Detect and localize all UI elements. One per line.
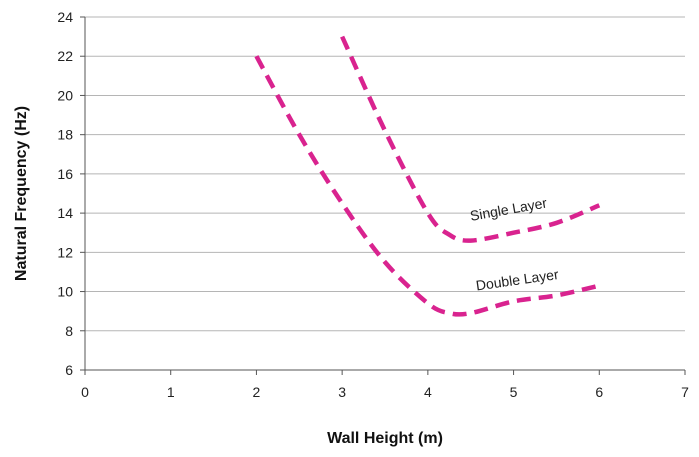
y-axis-title: Natural Frequency (Hz) [13, 106, 30, 281]
x-tick-label: 5 [510, 384, 518, 400]
x-tick-label: 4 [424, 384, 432, 400]
x-tick-label: 2 [253, 384, 261, 400]
series-annotation: Single Layer [469, 194, 549, 223]
y-tick-label: 22 [57, 48, 73, 64]
series-lines [254, 35, 601, 317]
y-tick-label: 8 [65, 323, 73, 339]
y-tick-label: 6 [65, 362, 73, 378]
annotations: Single Layer Double Layer [469, 194, 560, 293]
y-tick-label: 14 [57, 205, 73, 221]
series-line-double-layer [254, 55, 600, 317]
x-tick-label: 7 [681, 384, 689, 400]
x-tick-label: 6 [595, 384, 603, 400]
x-tick-label: 1 [167, 384, 175, 400]
y-tick-label: 20 [57, 87, 73, 103]
y-tick-label: 16 [57, 166, 73, 182]
y-tick-label: 12 [57, 244, 73, 260]
y-tick-label: 18 [57, 127, 73, 143]
series-line-single-layer [340, 35, 601, 243]
grid-lines [85, 16, 685, 371]
y-tick-label: 10 [57, 284, 73, 300]
x-axis-title: Wall Height (m) [327, 430, 443, 447]
x-tick-label: 0 [81, 384, 89, 400]
axes [80, 16, 686, 375]
y-tick-label: 24 [57, 9, 73, 25]
series-annotation: Double Layer [475, 266, 560, 293]
x-tick-label: 3 [338, 384, 346, 400]
